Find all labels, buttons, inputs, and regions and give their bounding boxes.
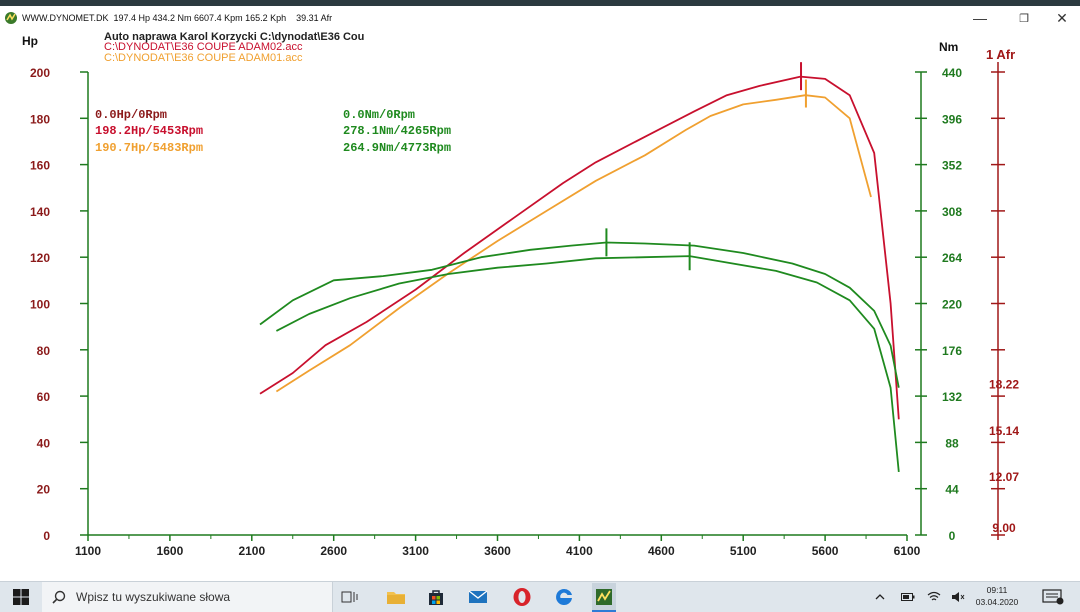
edge-icon xyxy=(556,588,572,605)
battery-button[interactable] xyxy=(898,582,918,612)
minimize-button[interactable]: — xyxy=(973,10,987,26)
top-strip xyxy=(0,0,1080,6)
afr-tick-label: 18.22 xyxy=(989,377,1019,391)
opera-icon xyxy=(513,588,531,606)
x-tick-label: 2600 xyxy=(320,544,347,558)
chart-series xyxy=(259,62,900,472)
store-icon xyxy=(429,590,443,605)
afr-tick-label: 9.00 xyxy=(992,521,1016,535)
nm-tick-label: 440 xyxy=(942,66,962,80)
wifi-icon xyxy=(927,591,941,601)
hp-tick-label: 200 xyxy=(30,66,50,80)
series-line-3 xyxy=(259,241,900,388)
network-button[interactable] xyxy=(924,582,944,612)
nm-tick-label: 176 xyxy=(942,344,962,358)
nm-ref-summary: 0.0Nm/0Rpm xyxy=(343,108,415,122)
chart-axes: 1100 1600 2100 2600 3100 3600 4100 4600 5100 5600… xyxy=(30,62,1019,558)
taskbar-clock[interactable]: 09:11 03.04.2020 xyxy=(968,584,1026,608)
dyno-chart: Hp Auto naprawa Karol Korzycki C:\dynoda… xyxy=(22,31,1019,558)
windows-start-icon xyxy=(13,589,29,605)
hp-tick-label: 100 xyxy=(30,298,50,312)
afr-axis-title: 1 Afr xyxy=(986,47,1015,62)
nm-tick-label: 88 xyxy=(945,436,959,450)
opera-button[interactable] xyxy=(510,585,534,609)
hp-run2-summary: 190.7Hp/5483Rpm xyxy=(95,141,203,155)
close-button[interactable]: ✕ xyxy=(1056,9,1068,26)
notifications-button[interactable] xyxy=(1040,588,1066,606)
mail-icon xyxy=(468,590,488,603)
maximize-button[interactable]: ❐ xyxy=(1019,12,1029,25)
afr-tick-label: 12.07 xyxy=(989,470,1019,484)
start-button[interactable] xyxy=(0,582,42,612)
hp-ref-summary: 0.0Hp/0Rpm xyxy=(95,108,167,122)
show-hidden-icons-button[interactable] xyxy=(870,582,890,612)
notification-icon xyxy=(1042,589,1064,605)
task-view-icon xyxy=(341,591,358,603)
battery-icon xyxy=(901,593,915,601)
series-line-2 xyxy=(275,94,872,393)
nm-tick-label: 44 xyxy=(945,483,959,497)
x-tick-label: 4600 xyxy=(648,544,675,558)
clock-date: 03.04.2020 xyxy=(975,597,1019,607)
x-tick-label: 1100 xyxy=(75,544,101,558)
nm-tick-label: 352 xyxy=(942,159,962,173)
mail-button[interactable] xyxy=(466,585,490,609)
hp-tick-label: 160 xyxy=(30,159,50,173)
window-title: WWW.DYNOMET.DK 197.4 Hp 434.2 Nm 6607.4 … xyxy=(22,13,333,23)
hp-tick-label: 0 xyxy=(43,529,50,543)
nm-tick-label: 308 xyxy=(942,205,962,219)
nm-tick-label: 132 xyxy=(942,390,962,404)
hp-tick-label: 140 xyxy=(30,205,50,219)
hp-tick-label: 80 xyxy=(37,344,51,358)
nm-tick-label: 0 xyxy=(949,529,956,543)
x-tick-label: 3600 xyxy=(484,544,511,558)
search-placeholder: Wpisz tu wyszukiwane słowa xyxy=(76,590,231,604)
nm-tick-label: 220 xyxy=(942,298,962,312)
nm-tick-label: 396 xyxy=(942,112,962,126)
edge-button[interactable] xyxy=(552,585,576,609)
hp-run1-summary: 198.2Hp/5453Rpm xyxy=(95,124,203,138)
x-tick-label: 5600 xyxy=(812,544,839,558)
hp-tick-label: 60 xyxy=(37,390,51,404)
speaker-icon xyxy=(952,592,965,602)
chevron-up-icon xyxy=(875,594,885,600)
x-tick-label: 5100 xyxy=(730,544,757,558)
hp-tick-label: 180 xyxy=(30,112,50,126)
x-tick-label: 4100 xyxy=(566,544,593,558)
hp-tick-label: 40 xyxy=(37,436,51,450)
series-line-1 xyxy=(259,75,900,420)
search-icon xyxy=(52,590,66,604)
file-explorer-icon xyxy=(387,592,405,604)
nm-tick-label: 264 xyxy=(942,251,962,265)
nm-run1-summary: 278.1Nm/4265Rpm xyxy=(343,124,451,138)
x-tick-label: 3100 xyxy=(402,544,429,558)
clock-time: 09:11 xyxy=(986,585,1008,595)
window-titlebar[interactable]: WWW.DYNOMET.DK 197.4 Hp 434.2 Nm 6607.4 … xyxy=(0,6,1080,30)
file-explorer-button[interactable] xyxy=(384,585,408,609)
x-tick-label: 6100 xyxy=(894,544,921,558)
taskbar: Wpisz tu wyszukiwane słowa xyxy=(0,581,1080,612)
x-tick-label: 1600 xyxy=(157,544,184,558)
x-tick-label: 2100 xyxy=(238,544,265,558)
dynomet-app-icon xyxy=(596,588,612,605)
task-view-button[interactable] xyxy=(338,585,362,609)
hp-tick-label: 20 xyxy=(37,483,51,497)
dynomet-taskbar-button[interactable] xyxy=(592,583,616,612)
run1-file: C:\DYNODAT\E36 COUPE ADAM02.acc xyxy=(104,41,303,53)
volume-button[interactable] xyxy=(948,582,968,612)
run2-file: C:\DYNODAT\E36 COUPE ADAM01.acc xyxy=(104,52,303,64)
right-axis-title: Nm xyxy=(939,40,958,54)
afr-tick-label: 15.14 xyxy=(989,424,1019,438)
left-axis-title: Hp xyxy=(22,34,38,48)
dynomet-app-icon xyxy=(5,12,17,24)
series-line-4 xyxy=(275,255,900,472)
taskbar-search-box[interactable]: Wpisz tu wyszukiwane słowa xyxy=(42,582,333,612)
nm-run2-summary: 264.9Nm/4773Rpm xyxy=(343,141,451,155)
hp-tick-label: 120 xyxy=(30,251,50,265)
shop-header: Auto naprawa Karol Korzycki C:\dynodat\E… xyxy=(104,31,364,43)
store-button[interactable] xyxy=(424,585,448,609)
